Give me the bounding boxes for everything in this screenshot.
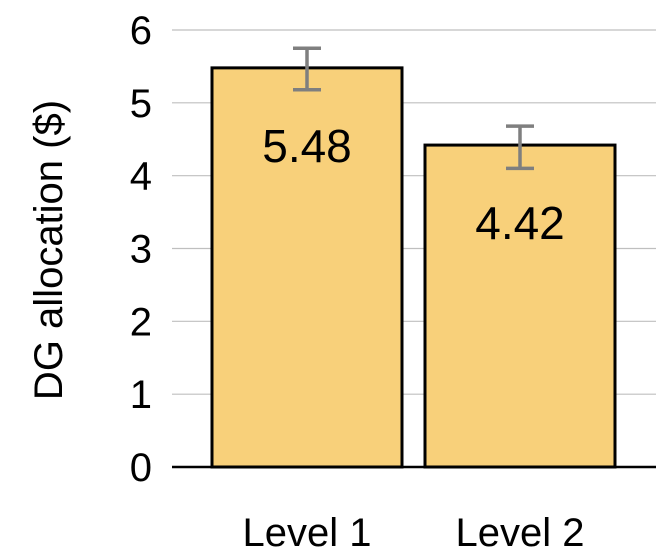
y-axis-label: DG allocation ($) bbox=[27, 100, 71, 400]
error-bar-1 bbox=[293, 46, 321, 92]
error-bars bbox=[293, 46, 534, 171]
y-tick-label: 2 bbox=[130, 300, 152, 344]
x-category-label: Level 1 bbox=[243, 511, 372, 555]
y-tick-label: 3 bbox=[130, 228, 152, 272]
data-label-1: 5.48 bbox=[262, 120, 352, 172]
x-category-label: Level 2 bbox=[456, 511, 585, 555]
y-tick-label: 4 bbox=[130, 155, 152, 199]
y-tick-label: 1 bbox=[130, 373, 152, 417]
y-tick-label: 6 bbox=[130, 9, 152, 53]
bars bbox=[210, 66, 617, 469]
data-label-2: 4.42 bbox=[475, 197, 565, 249]
data-labels: 5.48 4.42 bbox=[262, 120, 565, 249]
x-category-labels: Level 1 Level 2 bbox=[243, 511, 585, 555]
y-tick-labels: 0 1 2 3 4 5 6 bbox=[130, 9, 152, 490]
error-bar-2 bbox=[506, 124, 534, 171]
bar-2 bbox=[423, 143, 617, 469]
y-tick-label: 0 bbox=[130, 446, 152, 490]
y-tick-label: 5 bbox=[130, 82, 152, 126]
